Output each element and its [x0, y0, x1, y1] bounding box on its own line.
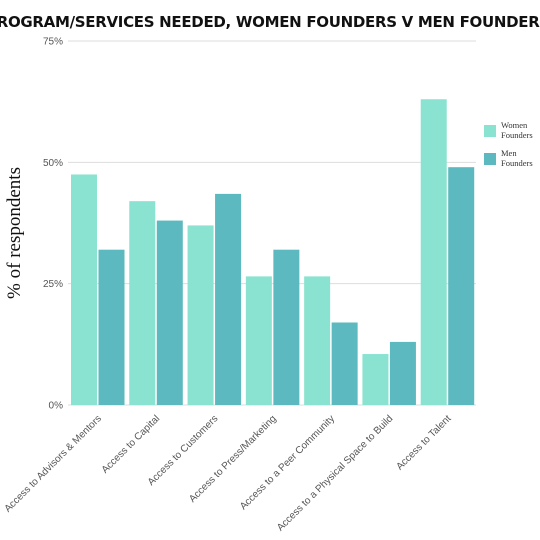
bar	[389, 341, 416, 405]
chart-title: PROGRAM/SERVICES NEEDED, WOMEN FOUNDERS …	[0, 13, 540, 31]
y-axis-label: % of respondents	[4, 167, 25, 299]
x-tick-label: Access to a Physical Space to Build	[275, 413, 395, 533]
x-tick-label: Access to a Peer Community	[238, 413, 337, 512]
bar	[331, 322, 358, 405]
bars	[71, 99, 475, 406]
y-tick-label: 50%	[43, 158, 63, 169]
bar	[362, 354, 389, 405]
bar	[304, 276, 331, 405]
legend-label: Women	[501, 120, 528, 130]
bar	[71, 174, 97, 405]
bar	[215, 193, 242, 405]
bar	[156, 220, 183, 405]
x-tick-label: Access to Capital	[100, 413, 162, 475]
x-tick-label: Access to Talent	[394, 413, 453, 472]
y-tick-label: 25%	[43, 279, 63, 290]
x-tick-label: Access to Advisors & Mentors	[3, 413, 104, 514]
bar	[273, 249, 300, 405]
bar	[187, 225, 214, 405]
y-axis-ticks: 0% 25% 50% 75%	[43, 37, 63, 412]
legend-swatch	[484, 125, 496, 137]
legend-label: Founders	[501, 130, 533, 140]
bar	[98, 249, 125, 405]
y-tick-label: 0%	[49, 401, 64, 412]
bar	[129, 201, 156, 405]
bar	[448, 167, 475, 405]
y-tick-label: 75%	[43, 37, 63, 48]
legend-swatch	[484, 153, 496, 165]
legend-label: Men	[501, 148, 517, 158]
legend-label: Founders	[501, 158, 533, 168]
bar	[245, 276, 272, 405]
bar	[420, 99, 447, 406]
